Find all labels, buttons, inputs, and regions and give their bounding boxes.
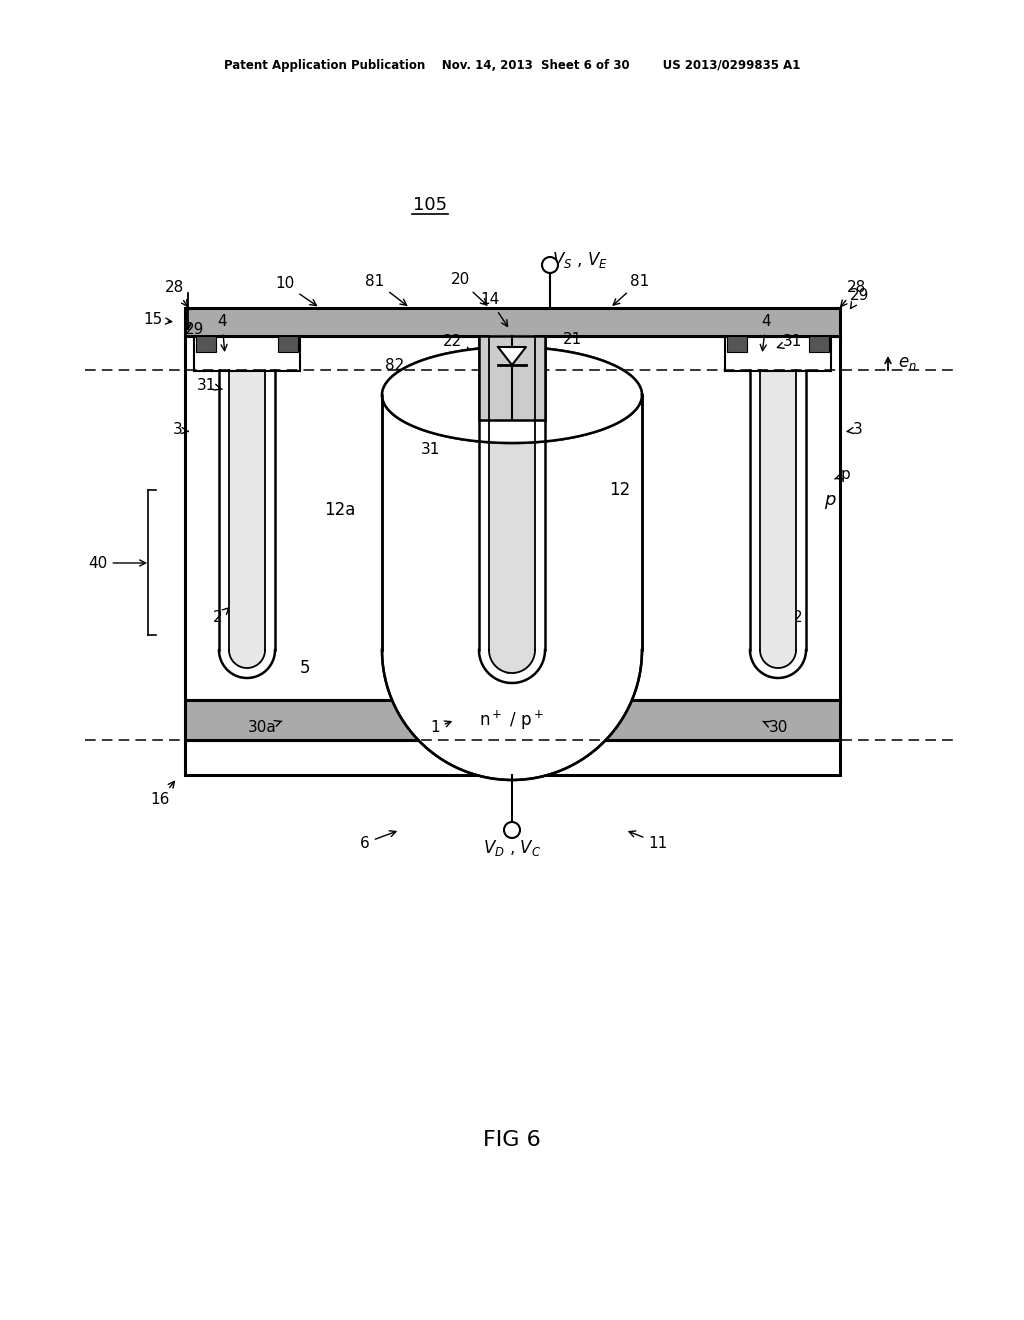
Polygon shape	[382, 347, 642, 444]
Text: 14: 14	[480, 293, 508, 326]
Bar	[185, 337, 840, 700]
Text: FIG 6: FIG 6	[483, 1130, 541, 1150]
Text: 10: 10	[275, 276, 316, 305]
Text: 2: 2	[213, 609, 228, 626]
Text: $e_n$: $e_n$	[898, 354, 916, 372]
Text: 4: 4	[217, 314, 227, 351]
Text: 20: 20	[451, 272, 486, 305]
Text: 3: 3	[847, 422, 863, 437]
Text: 81: 81	[613, 273, 649, 305]
Text: Patent Application Publication    Nov. 14, 2013  Sheet 6 of 30        US 2013/02: Patent Application Publication Nov. 14, …	[224, 58, 800, 71]
Bar	[185, 700, 840, 741]
Circle shape	[542, 257, 558, 273]
Bar	[196, 337, 216, 352]
Text: p: p	[824, 491, 836, 510]
Polygon shape	[382, 395, 642, 780]
Text: 30a: 30a	[248, 721, 282, 735]
Text: 22: 22	[442, 334, 471, 352]
Text: 1: 1	[430, 721, 451, 735]
Bar	[727, 337, 746, 352]
Text: 28: 28	[165, 281, 187, 306]
Text: 12: 12	[609, 480, 631, 499]
Text: 5: 5	[300, 659, 310, 677]
Bar	[185, 308, 840, 337]
Text: $V_D$ , $V_C$: $V_D$ , $V_C$	[483, 838, 541, 858]
Text: 105: 105	[413, 195, 447, 214]
Text: 29: 29	[185, 322, 205, 351]
Bar	[278, 337, 298, 352]
Polygon shape	[229, 370, 265, 668]
Text: 29: 29	[850, 288, 869, 309]
Text: 81: 81	[366, 273, 407, 305]
Text: 31: 31	[198, 378, 222, 392]
Text: 31: 31	[420, 442, 439, 458]
Text: n$^+$ / p$^+$: n$^+$ / p$^+$	[479, 709, 545, 731]
Text: 21: 21	[549, 333, 582, 355]
Text: 82: 82	[385, 358, 436, 388]
Text: 12a: 12a	[325, 502, 355, 519]
Text: 8: 8	[765, 523, 780, 539]
Text: 4: 4	[760, 314, 771, 351]
Polygon shape	[498, 347, 526, 366]
Bar	[809, 337, 829, 352]
Bar	[479, 337, 545, 420]
Text: 3: 3	[173, 422, 188, 437]
Text: 28: 28	[841, 281, 865, 306]
Text: p: p	[835, 467, 850, 483]
Text: $V_S$ , $V_E$: $V_S$ , $V_E$	[552, 249, 608, 271]
Polygon shape	[382, 347, 642, 444]
Text: 30: 30	[763, 721, 787, 735]
Text: n: n	[506, 659, 518, 677]
Text: 11: 11	[629, 832, 668, 850]
Text: 8: 8	[231, 523, 246, 539]
Text: 31: 31	[777, 334, 803, 350]
Polygon shape	[489, 337, 535, 673]
Bar	[185, 741, 840, 775]
Text: 6: 6	[360, 830, 396, 850]
Text: 16: 16	[151, 781, 174, 808]
Text: 2: 2	[784, 607, 803, 626]
Polygon shape	[760, 370, 796, 668]
Circle shape	[504, 822, 520, 838]
Text: 40: 40	[88, 556, 145, 570]
Text: p: p	[506, 525, 518, 544]
Text: 15: 15	[143, 313, 172, 327]
